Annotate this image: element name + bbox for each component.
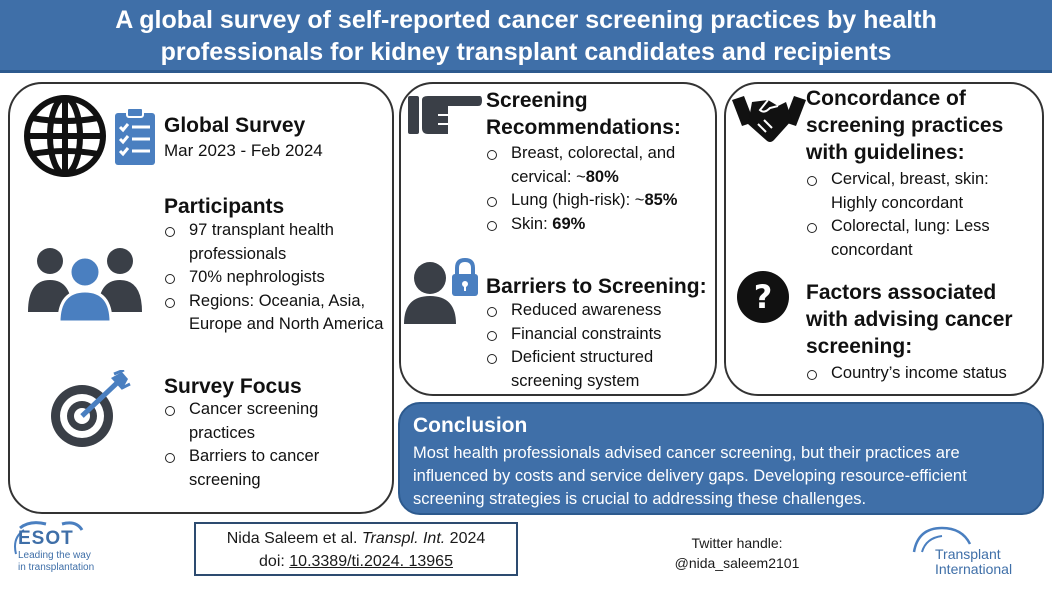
ti-line-2: International — [935, 561, 1013, 577]
citation-line: Nida Saleem et al. Transpl. Int. 2024 — [226, 530, 486, 547]
clipboard-checklist-icon — [115, 107, 155, 165]
svg-text:?: ? — [754, 278, 773, 316]
barriers-list: Reduced awareness Financial constraints … — [486, 299, 708, 393]
list-item: Cancer screening practices — [164, 398, 364, 445]
title-banner: A global survey of self-reported cancer … — [0, 0, 1052, 73]
list-item: Reduced awareness — [486, 299, 708, 323]
conclusion-box: Conclusion Most health professionals adv… — [398, 402, 1044, 515]
list-item: Lung (high-risk): ~85% — [486, 189, 710, 213]
concordance-heading: Concordance of screening practices with … — [806, 87, 1004, 164]
list-item: 70% nephrologists — [164, 266, 386, 290]
esot-name: ESOT — [18, 528, 74, 549]
factors-heading: Factors associated with advising cancer … — [806, 281, 1013, 358]
survey-dates: Mar 2023 - Feb 2024 — [164, 141, 323, 160]
middle-panel — [399, 82, 717, 396]
esot-tagline-2: in transplantation — [18, 562, 95, 573]
list-item: 97 transplant health professionals — [164, 219, 386, 266]
conclusion-heading: Conclusion — [413, 414, 528, 437]
concordance-list: Cervical, breast, skin: Highly concordan… — [806, 168, 1038, 262]
doi-line: doi: 10.3389/ti.2024. 13965 — [259, 553, 453, 570]
list-item: Cervical, breast, skin: Highly concordan… — [806, 168, 1038, 215]
twitter-info: Twitter handle: @nida_saleem2101 — [662, 533, 812, 573]
list-item: Deficient structured screening system — [486, 346, 708, 393]
citation-box: Nida Saleem et al. Transpl. Int. 2024 do… — [194, 522, 518, 576]
participants-list: 97 transplant health professionals 70% n… — [164, 219, 386, 337]
title-line-1: A global survey of self-reported cancer … — [115, 6, 937, 34]
conclusion-text: Most health professionals advised cancer… — [413, 444, 967, 508]
twitter-handle[interactable]: @nida_saleem2101 — [674, 555, 800, 571]
twitter-label: Twitter handle: — [691, 535, 783, 551]
list-item: Country’s income status — [806, 362, 1038, 386]
survey-focus-list: Cancer screening practices Barriers to c… — [164, 398, 364, 492]
people-group-icon — [28, 248, 142, 322]
list-item: Breast, colorectal, and cervical: ~80% — [486, 142, 710, 189]
target-arrow-icon — [51, 370, 131, 447]
question-mark-icon: ? — [737, 271, 789, 323]
global-survey-heading: Global Survey — [164, 114, 306, 137]
recommendations-heading: Screening Recommendations: — [486, 89, 681, 139]
globe-icon — [24, 95, 106, 177]
handshake-icon — [732, 96, 806, 142]
list-item: Financial constraints — [486, 323, 708, 347]
esot-logo: ESOT Leading the way in transplantation — [18, 528, 94, 574]
survey-focus-heading: Survey Focus — [164, 375, 302, 398]
doi-link[interactable]: 10.3389/ti.2024. 13965 — [289, 553, 453, 570]
ti-line-1: Transplant — [935, 546, 1001, 562]
factors-list: Country’s income status — [806, 362, 1038, 386]
list-item: Barriers to cancer screening — [164, 445, 364, 492]
person-lock-icon — [404, 258, 478, 324]
recommendations-list: Breast, colorectal, and cervical: ~80% L… — [486, 142, 710, 236]
list-item: Regions: Oceania, Asia, Europe and North… — [164, 290, 386, 337]
list-item: Skin: 69% — [486, 213, 710, 237]
esot-tagline-1: Leading the way — [18, 550, 91, 561]
pointing-hand-icon — [408, 96, 482, 134]
esot-logo-icon — [14, 521, 84, 555]
list-item: Colorectal, lung: Less concordant — [806, 215, 1038, 262]
transplant-international-logo: Transplant International — [935, 547, 1012, 577]
barriers-heading: Barriers to Screening: — [486, 275, 707, 298]
transplant-international-logo-icon — [912, 526, 972, 553]
participants-heading: Participants — [164, 195, 285, 218]
title-line-2: professionals for kidney transplant cand… — [160, 38, 892, 66]
